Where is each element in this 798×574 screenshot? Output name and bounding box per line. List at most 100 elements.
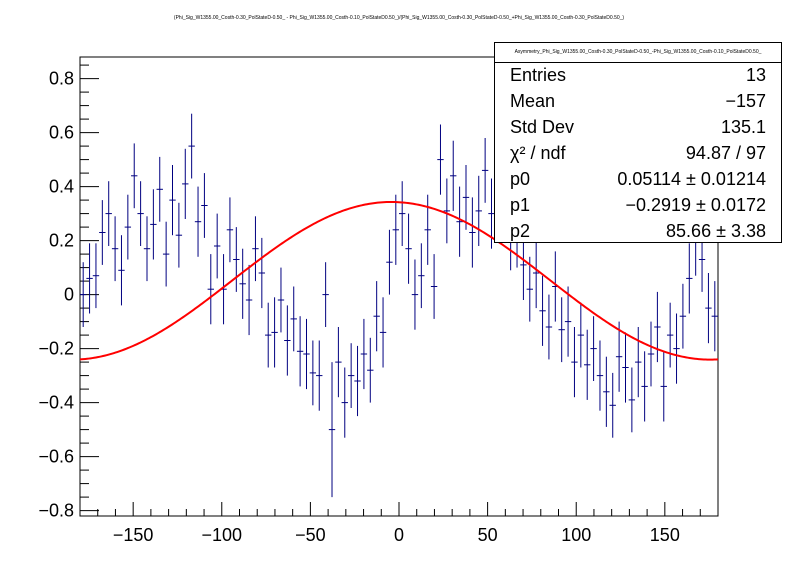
y-tick-label: 0.8	[49, 69, 74, 89]
data-point	[347, 343, 355, 408]
x-tick-label: 0	[394, 525, 404, 545]
data-point	[137, 181, 144, 246]
data-point	[290, 286, 297, 352]
data-point	[615, 321, 623, 392]
y-tick-label: 0	[64, 285, 74, 305]
data-point	[686, 243, 693, 314]
stats-box: Asymmetry_Phi_Sig_W1355.00_Costh-0.30_Po…	[494, 42, 782, 243]
x-tick-label: −100	[202, 525, 243, 545]
data-point	[450, 140, 457, 211]
stat-name: χ² / ndf	[510, 143, 566, 163]
data-point	[188, 113, 195, 179]
data-point	[673, 313, 680, 384]
data-point	[86, 243, 93, 314]
data-point	[271, 297, 278, 368]
data-point	[526, 256, 533, 322]
data-point	[335, 327, 342, 398]
stat-name: p1	[510, 195, 531, 215]
data-point	[265, 302, 272, 368]
x-tick-label: 100	[561, 525, 591, 545]
x-tick-label: −50	[295, 525, 326, 545]
data-point	[316, 340, 323, 411]
data-point	[309, 340, 317, 406]
stat-row-entries: Entries 13	[495, 65, 781, 91]
stat-value: 135.1	[720, 117, 766, 137]
tick-labels-layer: −150 −100 −50 0 50 100 150 −0.8 −0.6 −0.4 −0.2 0 0.2…	[38, 69, 679, 545]
stat-value: 85.66 ± 3.38	[666, 221, 766, 241]
data-point	[213, 213, 221, 279]
data-point	[437, 124, 444, 195]
data-point	[539, 275, 546, 346]
data-point	[405, 213, 412, 284]
data-point	[143, 216, 151, 282]
stat-row-std-dev: Std Dev 135.1	[495, 117, 781, 143]
data-point	[399, 181, 406, 246]
data-point	[666, 302, 674, 368]
data-point	[367, 337, 374, 403]
data-point	[207, 254, 214, 325]
data-point	[679, 283, 687, 349]
data-point	[252, 216, 259, 282]
data-point	[150, 189, 157, 260]
y-tick-label: −0.2	[38, 339, 74, 359]
stat-row-mean: Mean −157	[495, 91, 781, 117]
data-point	[469, 197, 476, 268]
x-tick-label: −150	[113, 525, 154, 545]
data-point	[392, 194, 399, 265]
stat-name: Std Dev	[510, 117, 575, 137]
data-point	[373, 281, 380, 352]
data-point	[233, 227, 240, 292]
data-point	[105, 181, 112, 246]
data-point	[226, 197, 234, 263]
data-point	[201, 173, 208, 238]
data-point	[379, 297, 387, 368]
stat-value: −157	[725, 91, 766, 111]
fit-curve-layer	[79, 200, 719, 361]
data-point	[182, 148, 189, 219]
stat-row-p2: p2 85.66 ± 3.38	[495, 221, 781, 247]
data-point	[481, 138, 489, 203]
stat-name: Mean	[510, 91, 556, 111]
data-point	[590, 316, 597, 381]
chart-title: (Phi_Sig_W1355.00_Costh-0.30_PolStateD-0…	[173, 15, 625, 21]
data-point	[411, 259, 419, 330]
data-point	[99, 200, 106, 265]
data-point	[245, 264, 253, 336]
data-point	[584, 329, 591, 400]
data-point	[354, 345, 361, 417]
data-point	[622, 332, 629, 403]
data-point	[571, 327, 578, 398]
data-points-layer	[80, 113, 718, 498]
data-point	[596, 340, 604, 411]
data-point	[341, 367, 348, 438]
stat-value: 0.05114 ± 0.01214	[617, 169, 766, 189]
axes-layer	[79, 56, 719, 517]
stat-name: p2	[510, 221, 531, 241]
data-point	[532, 237, 540, 309]
data-point	[124, 194, 132, 260]
data-point	[647, 321, 655, 387]
stat-row-p1: p1 −0.2919 ± 0.0172	[495, 195, 781, 221]
data-point	[239, 248, 246, 319]
stat-value: −0.2919 ± 0.0172	[625, 195, 766, 215]
data-point	[80, 262, 87, 327]
data-point	[92, 243, 100, 309]
y-tick-label: 0.6	[49, 123, 74, 143]
data-point	[635, 327, 642, 398]
data-point	[175, 202, 183, 268]
x-tick-label: 50	[478, 525, 498, 545]
data-point	[660, 351, 667, 422]
y-tick-label: −0.6	[38, 447, 74, 467]
data-point	[462, 165, 470, 230]
y-tick-label: 0.4	[49, 177, 74, 197]
data-point	[654, 291, 661, 363]
data-point	[111, 216, 119, 282]
data-point	[156, 156, 163, 222]
data-point	[475, 175, 482, 246]
data-point	[641, 351, 648, 422]
data-point	[603, 356, 610, 427]
data-point	[456, 186, 463, 257]
y-tick-label: 0.2	[49, 231, 74, 251]
data-point	[577, 302, 585, 368]
